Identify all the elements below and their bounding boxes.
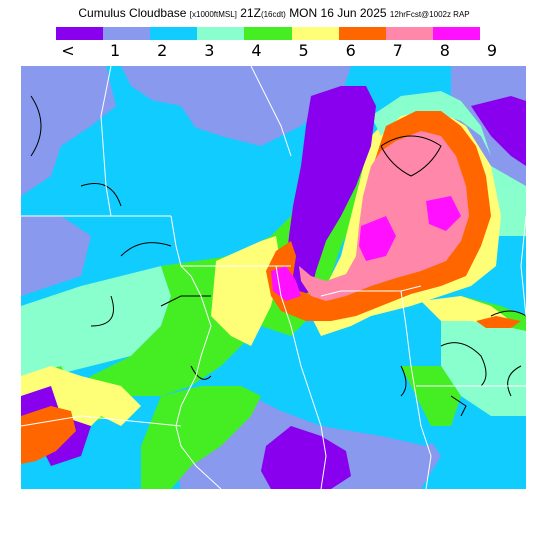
legend-label: 5: [298, 41, 309, 60]
valid-time: 21Z: [240, 6, 261, 20]
lake-michigan: [286, 86, 376, 296]
legend-swatch: [56, 27, 104, 40]
contour-band-8: [359, 216, 396, 261]
forecast-date: MON 16 Jun 2025: [289, 6, 387, 20]
contour-band-3: [21, 266, 171, 376]
legend-label: 9: [486, 41, 498, 60]
legend-swatch: [150, 27, 198, 40]
legend-label: 4: [251, 41, 262, 60]
color-legend: [56, 27, 480, 40]
state-borders: [21, 66, 526, 489]
legend-swatch: [338, 27, 386, 40]
legend-swatch: [103, 27, 151, 40]
legend-swatch: [291, 27, 339, 40]
product-name: Cumulus Cloudbase: [78, 6, 187, 20]
cloudbase-map: [21, 66, 526, 489]
legend-swatch: [197, 27, 245, 40]
legend-label: 3: [204, 41, 215, 60]
contour-band-1: [21, 66, 116, 196]
contour-band-7: [299, 131, 469, 301]
legend-swatch: [385, 27, 433, 40]
chart-title: Cumulus Cloudbase [x1000ftMSL] 21Z(16cdt…: [0, 6, 548, 20]
contour-band-5: [211, 236, 281, 346]
legend-labels: <1 2 3 4 5 6 7 8 9: [56, 41, 498, 61]
legend-label: <: [61, 41, 75, 60]
legend-label: 1: [110, 41, 121, 60]
legend-label: 8: [439, 41, 450, 60]
units-label: [x1000ftMSL]: [189, 10, 237, 19]
forecast-info: 12hrFcst@1002z RAP: [389, 10, 470, 19]
local-time: (16cdt): [260, 10, 286, 19]
black-contours: [30, 95, 526, 417]
legend-swatch: [432, 27, 480, 40]
legend-label: 2: [157, 41, 168, 60]
legend-swatch: [244, 27, 292, 40]
legend-label: 6: [345, 41, 356, 60]
legend-label: 7: [392, 41, 403, 60]
